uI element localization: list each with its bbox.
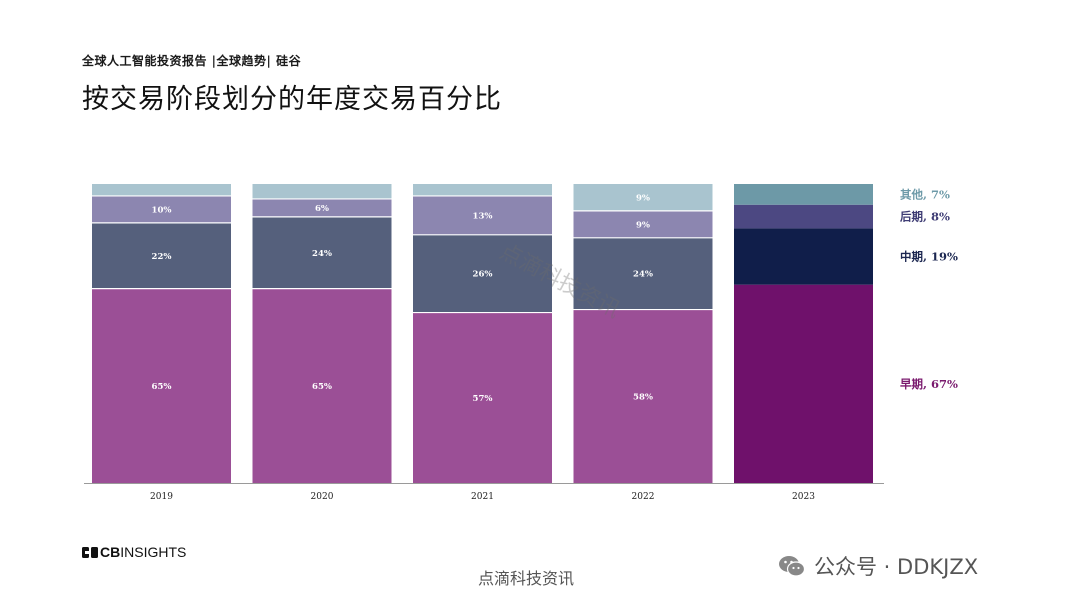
legend-label-0: 其他, 7% [900,187,950,201]
bar-2019-早期 [92,288,231,483]
bar-2022-早期 [573,309,713,483]
report-subtitle: 全球人工智能投资报告 |全球趋势| 硅谷 [82,54,302,68]
x-tick-label-2019: 2019 [150,492,173,502]
cbinsights-logo: CBINSIGHTS [82,544,186,560]
data-label-2021-后期: 13% [473,211,493,221]
bar-2022-后期 [573,210,713,238]
data-label-2022-中期: 24% [633,270,653,280]
bar-2021-其他 [413,184,552,196]
wechat-icon [779,556,806,577]
bar-2023-其他 [734,184,873,205]
logo-text: INSIGHTS [120,544,187,560]
bar-2021-中期 [413,234,552,313]
data-label-2021-中期: 26% [473,270,493,280]
cbinsights-logo-icon [82,546,98,558]
data-label-2022-后期: 9% [636,220,650,230]
legend-label-3: 早期, 67% [900,377,958,391]
legend-label-1: 后期, 8% [900,210,950,224]
bar-2022-中期 [573,237,713,310]
bar-2019-中期 [92,222,231,289]
data-label-2020-早期: 65% [312,382,332,392]
bar-2023-早期 [734,284,873,483]
bar-2023-中期 [734,228,873,285]
bar-2019-其他 [92,184,231,196]
bar-2022-其他 [573,184,713,211]
bar-2019-后期 [92,195,231,223]
x-tick-label-2023: 2023 [792,492,815,502]
bar-2020-其他 [252,184,392,199]
data-label-2021-早期: 57% [473,394,493,404]
data-label-2022-早期: 58% [633,392,653,402]
bar-2020-中期 [252,216,392,289]
bottom-watermark: 点滴科技资讯 [478,569,575,588]
legend-label-2: 中期, 19% [900,250,958,264]
data-label-2020-后期: 6% [315,204,329,214]
data-label-2019-后期: 10% [152,205,172,215]
bar-2021-早期 [413,312,552,483]
wechat-account-watermark: 公众号 · DDKJZX [778,551,978,581]
data-label-2020-中期: 24% [312,249,332,259]
bar-2021-后期 [413,195,552,235]
bar-2023-后期 [734,204,873,229]
bar-2020-后期 [252,198,392,217]
x-tick-label-2022: 2022 [632,492,655,502]
logo-text-bold: CB [100,544,121,560]
data-label-2019-中期: 22% [152,252,172,262]
x-tick-label-2021: 2021 [471,492,494,502]
data-label-2019-早期: 65% [152,382,172,392]
bar-2020-早期 [252,288,392,483]
data-label-2022-其他: 9% [636,193,650,203]
chart-title: 按交易阶段划分的年度交易百分比 [82,84,502,115]
x-tick-label-2020: 2020 [311,492,334,502]
wechat-account-text: 公众号 · DDKJZX [814,555,979,579]
